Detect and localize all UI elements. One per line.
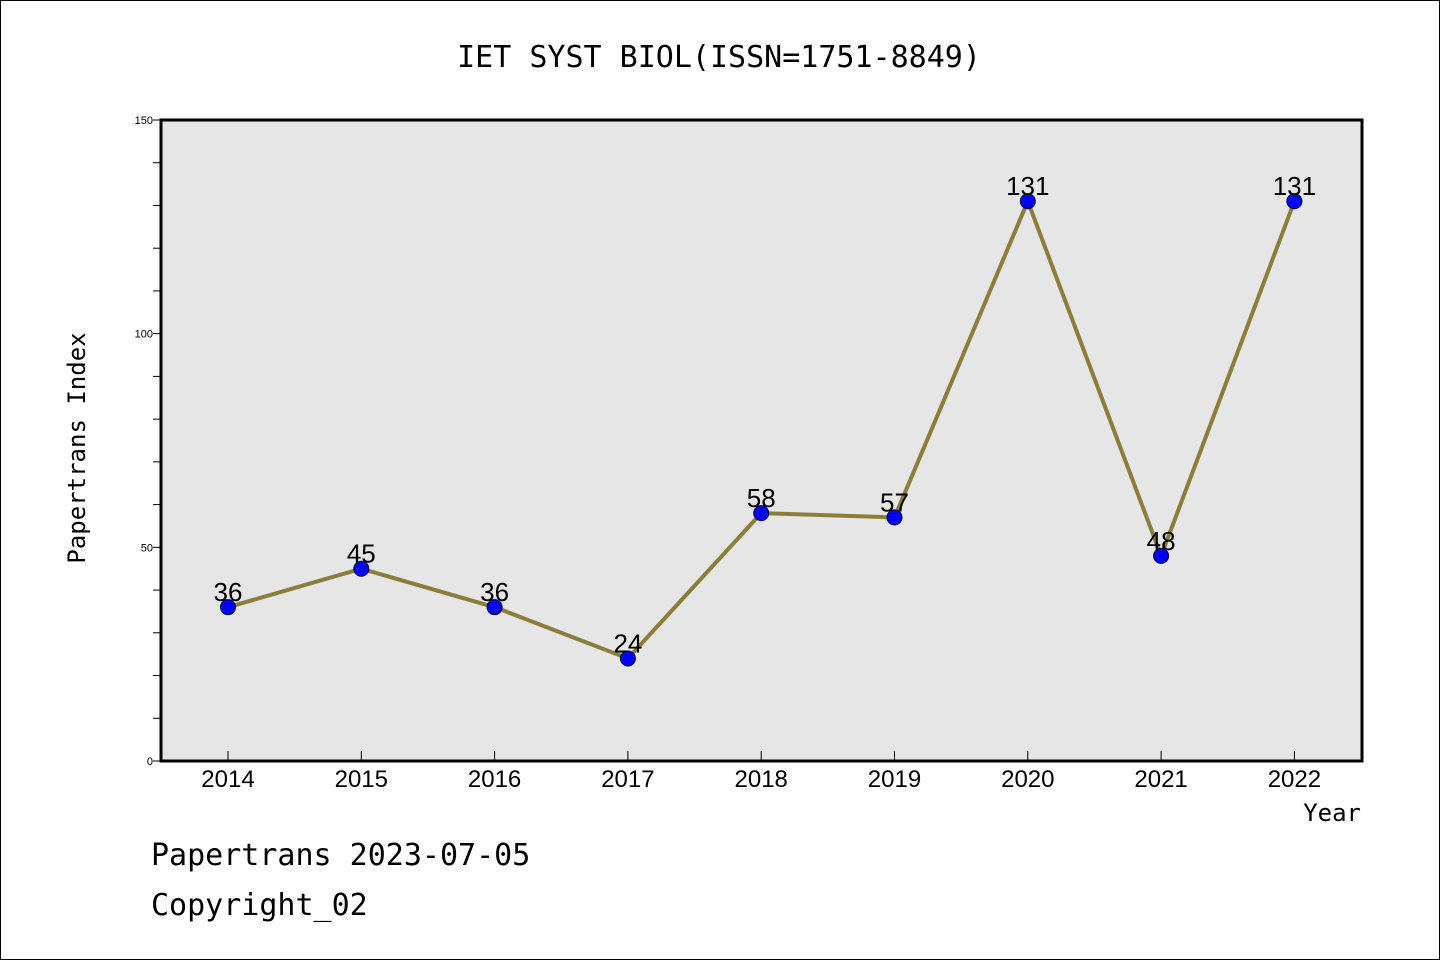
footer-date: Papertrans 2023-07-05: [151, 838, 530, 873]
data-label: 36: [214, 577, 243, 607]
data-label: 131: [1273, 171, 1316, 201]
x-tick-label: 2020: [1001, 766, 1054, 793]
x-tick-label: 2022: [1268, 766, 1321, 793]
x-axis: 2014 2015 2016 2017 2018 2019 2020 2021 2022: [201, 751, 1321, 793]
data-point-marker: [1019, 193, 1036, 210]
x-tick-label: 2015: [335, 766, 388, 793]
y-axis-label: Papertrans Index: [63, 332, 91, 563]
x-tick-label: 2021: [1134, 766, 1187, 793]
data-point-marker: [753, 505, 770, 522]
data-label: 57: [880, 487, 909, 517]
y-tick-label: 150: [135, 115, 153, 127]
footer-copyright: Copyright_02: [151, 888, 368, 923]
data-point-marker: [1153, 547, 1170, 564]
data-point-marker: [353, 560, 370, 577]
x-axis-label: Year: [1303, 799, 1361, 827]
data-label: 45: [347, 539, 376, 569]
y-tick-label: 0: [147, 756, 153, 768]
data-label-group: 36 45 36 24 58 57 131 48 131: [214, 171, 1317, 658]
data-point-marker: [220, 599, 236, 616]
data-point-marker: [486, 599, 503, 616]
data-label: 48: [1147, 526, 1176, 556]
data-label: 131: [1006, 171, 1049, 201]
data-point-marker: [619, 650, 636, 667]
data-point-marker: [886, 509, 903, 526]
data-label: 58: [747, 483, 776, 513]
marker-group: [220, 193, 1303, 667]
y-axis: 0 50 100 150: [135, 115, 161, 768]
x-tick-label: 2017: [601, 766, 654, 793]
data-label: 36: [480, 577, 509, 607]
y-tick-label: 100: [135, 329, 153, 341]
x-tick-label: 2018: [735, 766, 788, 793]
plot-border: [159, 118, 1364, 763]
data-label: 24: [613, 628, 642, 658]
x-tick-label: 2019: [868, 766, 921, 793]
x-tick-label: 2014: [201, 766, 254, 793]
data-point-marker: [1286, 193, 1303, 210]
chart-title: IET SYST BIOL(ISSN=1751-8849): [457, 40, 981, 75]
x-tick-label: 2016: [468, 766, 521, 793]
plot-area: [161, 120, 1362, 761]
y-tick-label: 50: [141, 542, 153, 554]
